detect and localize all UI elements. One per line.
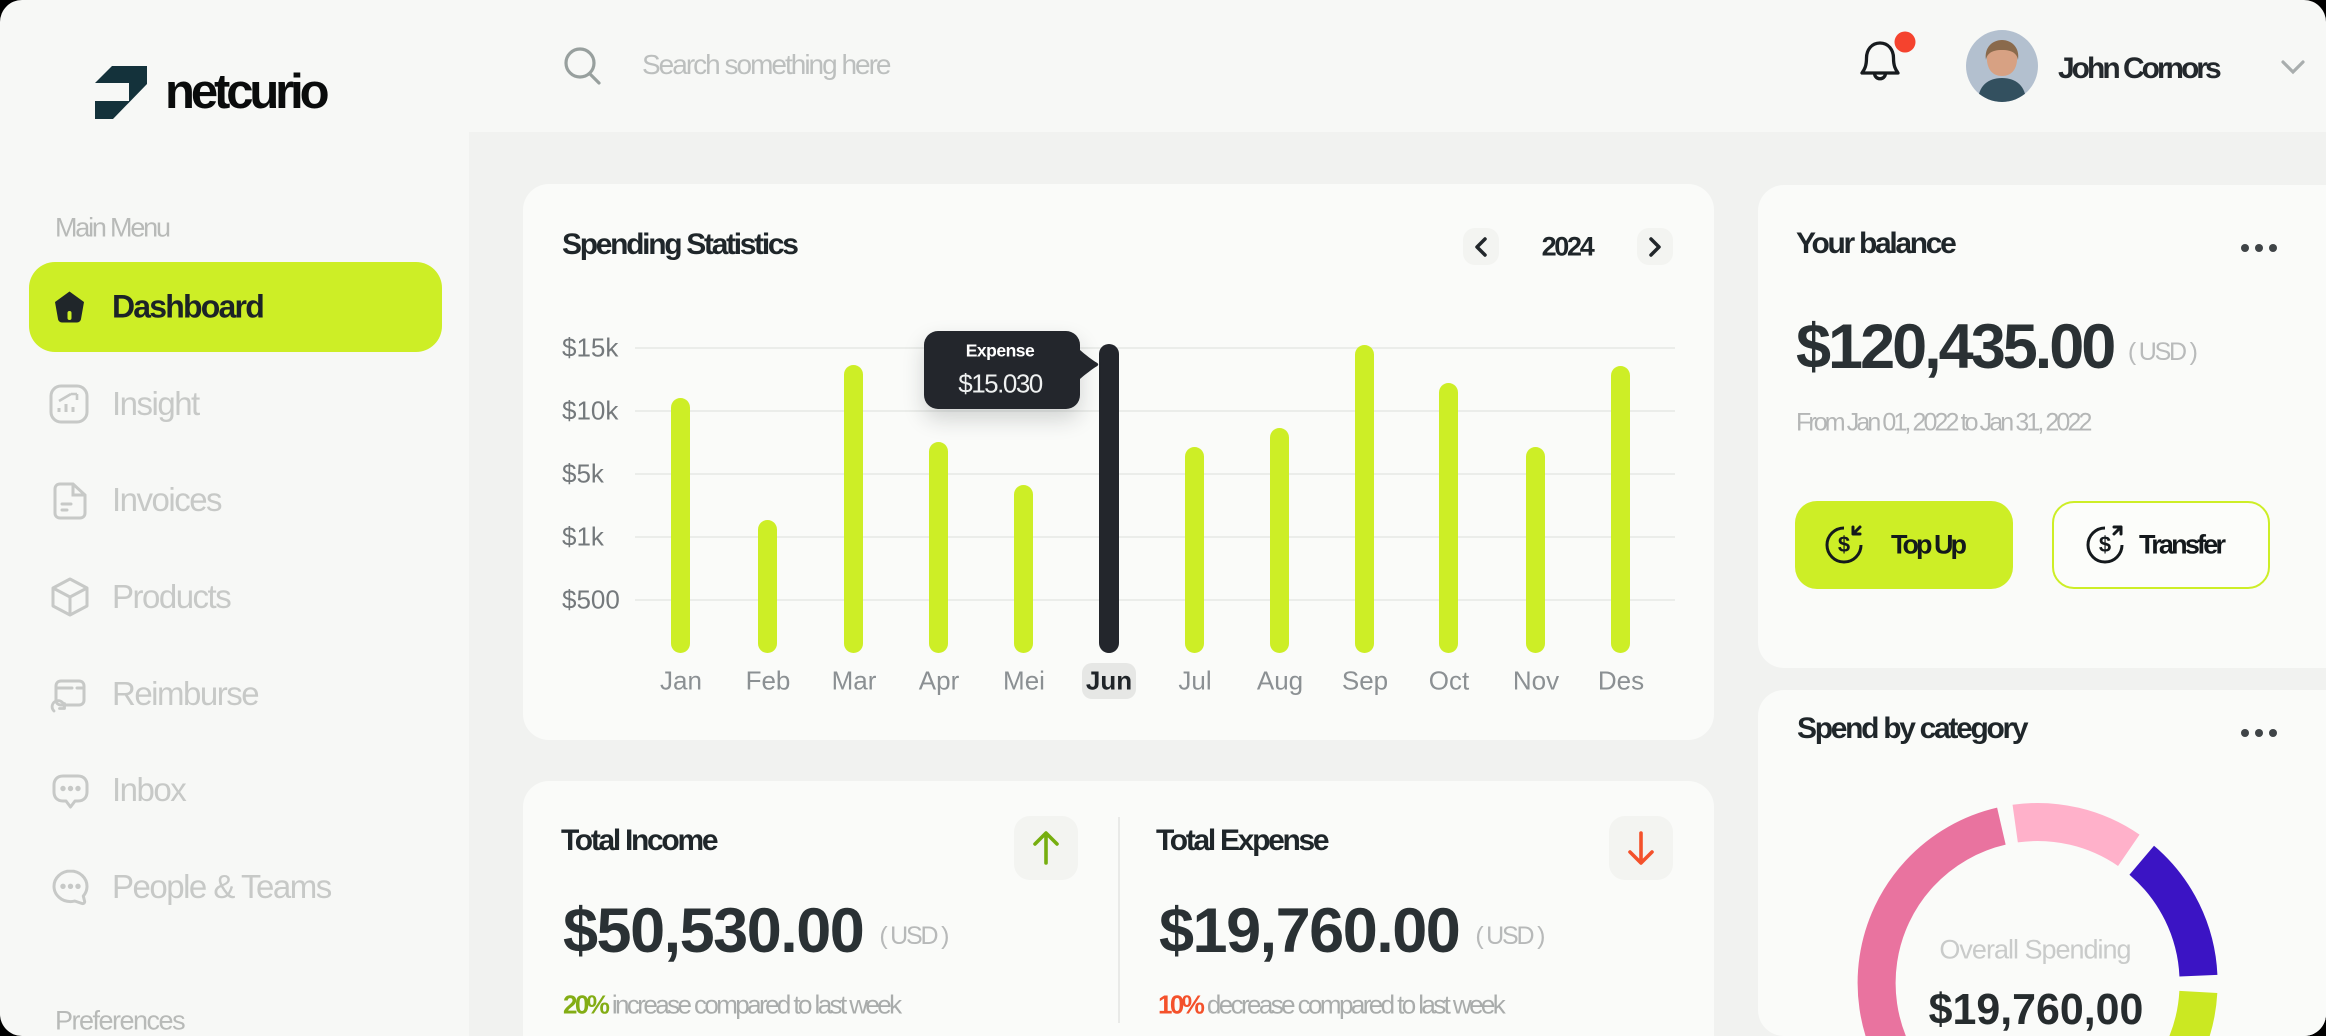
svg-text:$: $: [2099, 532, 2111, 557]
svg-text:$: $: [1838, 532, 1850, 557]
